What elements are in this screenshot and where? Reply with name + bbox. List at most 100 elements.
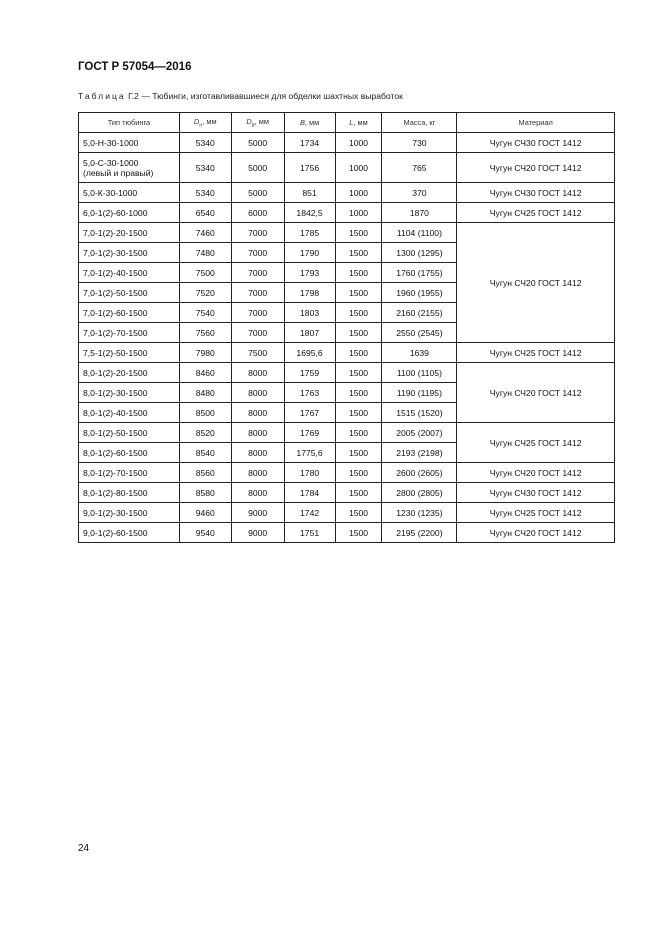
type-line-2: (левый и правый) bbox=[83, 167, 154, 178]
cell-dv: 6000 bbox=[230, 202, 285, 223]
table-row: 5,0-К-30-1000 5340 5000 851 1000 370 Чугун СЧ3… bbox=[78, 182, 615, 203]
cell-dn: 5340 bbox=[178, 182, 232, 203]
cell-b: 1767 bbox=[283, 402, 336, 423]
cell-l: 1500 bbox=[334, 242, 383, 263]
cell-mass: 1230 (1235) bbox=[381, 502, 458, 523]
cell-dv: 7000 bbox=[230, 242, 285, 263]
table-row: 7,0-1(2)-40-1500 7500 7000 1793 1500 1760 (17… bbox=[78, 262, 615, 283]
cell-b: 851 bbox=[283, 182, 336, 203]
cell-b: 1807 bbox=[283, 322, 336, 343]
cell-l: 1500 bbox=[334, 502, 383, 523]
cell-l: 1500 bbox=[334, 222, 383, 243]
cell-dn: 9540 bbox=[178, 522, 232, 543]
cell-mass: 1104 (1100) bbox=[381, 222, 458, 243]
cell-type: 8,0-1(2)-80-1500 bbox=[78, 482, 180, 503]
cell-material: Чугун СЧ25 ГОСТ 1412 bbox=[456, 422, 615, 463]
cell-b: 1742 bbox=[283, 502, 336, 523]
table-row: 8,0-1(2)-50-1500 8520 8000 1769 1500 2005 (20… bbox=[78, 422, 615, 463]
cell-dv: 5000 bbox=[230, 152, 285, 183]
tubing-table: Тип тюбинга Dн, мм Dв, мм B, мм L, мм Ма… bbox=[78, 112, 615, 543]
cell-dv: 8000 bbox=[230, 362, 285, 383]
cell-mass: 1190 (1195) bbox=[381, 382, 458, 403]
table-header-row: Тип тюбинга Dн, мм Dв, мм B, мм L, мм Ма… bbox=[78, 112, 615, 133]
cell-b: 1756 bbox=[283, 152, 336, 183]
cell-mass: 370 bbox=[381, 182, 458, 203]
cell-dv: 7000 bbox=[230, 282, 285, 303]
cell-dn: 5340 bbox=[178, 152, 232, 183]
table-row: 7,0-1(2)-70-1500 7560 7000 1807 1500 2550 (25… bbox=[78, 322, 615, 343]
cell-type: 7,0-1(2)-20-1500 bbox=[78, 222, 180, 243]
cell-b: 1798 bbox=[283, 282, 336, 303]
cell-b: 1842,5 bbox=[283, 202, 336, 223]
cell-dn: 8560 bbox=[178, 462, 232, 483]
cell-dn: 8540 bbox=[178, 442, 232, 463]
cell-dv: 8000 bbox=[230, 382, 285, 403]
cell-dv: 8000 bbox=[230, 482, 285, 503]
cell-mass: 1870 bbox=[381, 202, 458, 223]
cell-type: 5,0-К-30-1000 bbox=[78, 182, 180, 203]
cell-type: 8,0-1(2)-20-1500 bbox=[78, 362, 180, 383]
header-dn: Dн, мм bbox=[178, 112, 232, 133]
cell-dv: 8000 bbox=[230, 402, 285, 423]
table-row: 7,5-1(2)-50-1500 7980 7500 1695,6 1500 1639 Чу… bbox=[78, 342, 615, 363]
cell-l: 1500 bbox=[334, 522, 383, 543]
type-line-1: 5,0-С-30-1000 bbox=[83, 157, 139, 168]
cell-dv: 9000 bbox=[230, 502, 285, 523]
cell-type: 6,0-1(2)-60-1000 bbox=[78, 202, 180, 223]
cell-dv: 8000 bbox=[230, 422, 285, 443]
cell-b: 1785 bbox=[283, 222, 336, 243]
table-row: 8,0-1(2)-30-1500 8480 8000 1763 1500 1190 (11… bbox=[78, 382, 615, 403]
cell-b: 1793 bbox=[283, 262, 336, 283]
cell-type: 7,0-1(2)-50-1500 bbox=[78, 282, 180, 303]
table-row: 7,0-1(2)-60-1500 7540 7000 1803 1500 2160 (21… bbox=[78, 302, 615, 323]
cell-material: Чугун СЧ20 ГОСТ 1412 bbox=[456, 522, 615, 543]
cell-l: 1000 bbox=[334, 182, 383, 203]
cell-type: 9,0-1(2)-60-1500 bbox=[78, 522, 180, 543]
cell-type: 7,0-1(2)-60-1500 bbox=[78, 302, 180, 323]
cell-mass: 2193 (2198) bbox=[381, 442, 458, 463]
table-row: 6,0-1(2)-60-1000 6540 6000 1842,5 1000 1870 Чу… bbox=[78, 202, 615, 223]
cell-dn: 5340 bbox=[178, 132, 232, 153]
cell-type: 7,0-1(2)-70-1500 bbox=[78, 322, 180, 343]
cell-b: 1790 bbox=[283, 242, 336, 263]
cell-mass: 1515 (1520) bbox=[381, 402, 458, 423]
cell-type: 7,5-1(2)-50-1500 bbox=[78, 342, 180, 363]
cell-dn: 7540 bbox=[178, 302, 232, 323]
cell-type: 8,0-1(2)-50-1500 bbox=[78, 422, 180, 443]
cell-dv: 5000 bbox=[230, 182, 285, 203]
cell-mass: 1760 (1755) bbox=[381, 262, 458, 283]
cell-l: 1000 bbox=[334, 132, 383, 153]
cell-b: 1695,6 bbox=[283, 342, 336, 363]
cell-b: 1769 bbox=[283, 422, 336, 443]
cell-l: 1500 bbox=[334, 442, 383, 463]
cell-material: Чугун СЧ20 ГОСТ 1412 bbox=[456, 222, 615, 343]
cell-dn: 8500 bbox=[178, 402, 232, 423]
cell-l: 1500 bbox=[334, 402, 383, 423]
cell-mass: 1639 bbox=[381, 342, 458, 363]
cell-l: 1500 bbox=[334, 482, 383, 503]
header-material: Материал bbox=[456, 112, 615, 133]
cell-dn: 7980 bbox=[178, 342, 232, 363]
table-caption: Таблица Г.2 — Тюбинги, изготавливавшиеся… bbox=[78, 91, 403, 101]
cell-b: 1784 bbox=[283, 482, 336, 503]
cell-l: 1500 bbox=[334, 362, 383, 383]
table-row: 7,0-1(2)-20-1500 7460 7000 1785 1500 1104 (11… bbox=[78, 222, 615, 343]
table-row: 9,0-1(2)-30-1500 9460 9000 1742 1500 1230 (12… bbox=[78, 502, 615, 523]
cell-type: 7,0-1(2)-40-1500 bbox=[78, 262, 180, 283]
cell-type: 8,0-1(2)-70-1500 bbox=[78, 462, 180, 483]
cell-dn: 7480 bbox=[178, 242, 232, 263]
cell-dv: 7000 bbox=[230, 302, 285, 323]
cell-dv: 8000 bbox=[230, 462, 285, 483]
cell-material: Чугун СЧ25 ГОСТ 1412 bbox=[456, 202, 615, 223]
cell-dv: 5000 bbox=[230, 132, 285, 153]
cell-l: 1000 bbox=[334, 202, 383, 223]
table-row: 5,0-С-30-1000 (левый и правый) 5340 5000 175… bbox=[78, 152, 615, 183]
cell-b: 1780 bbox=[283, 462, 336, 483]
cell-dn: 8580 bbox=[178, 482, 232, 503]
cell-l: 1500 bbox=[334, 342, 383, 363]
caption-label: Таблица bbox=[78, 91, 126, 101]
cell-dv: 7000 bbox=[230, 262, 285, 283]
header-mass: Масса, кг bbox=[381, 112, 458, 133]
cell-material: Чугун СЧ20 ГОСТ 1412 bbox=[456, 152, 615, 183]
cell-mass: 1300 (1295) bbox=[381, 242, 458, 263]
